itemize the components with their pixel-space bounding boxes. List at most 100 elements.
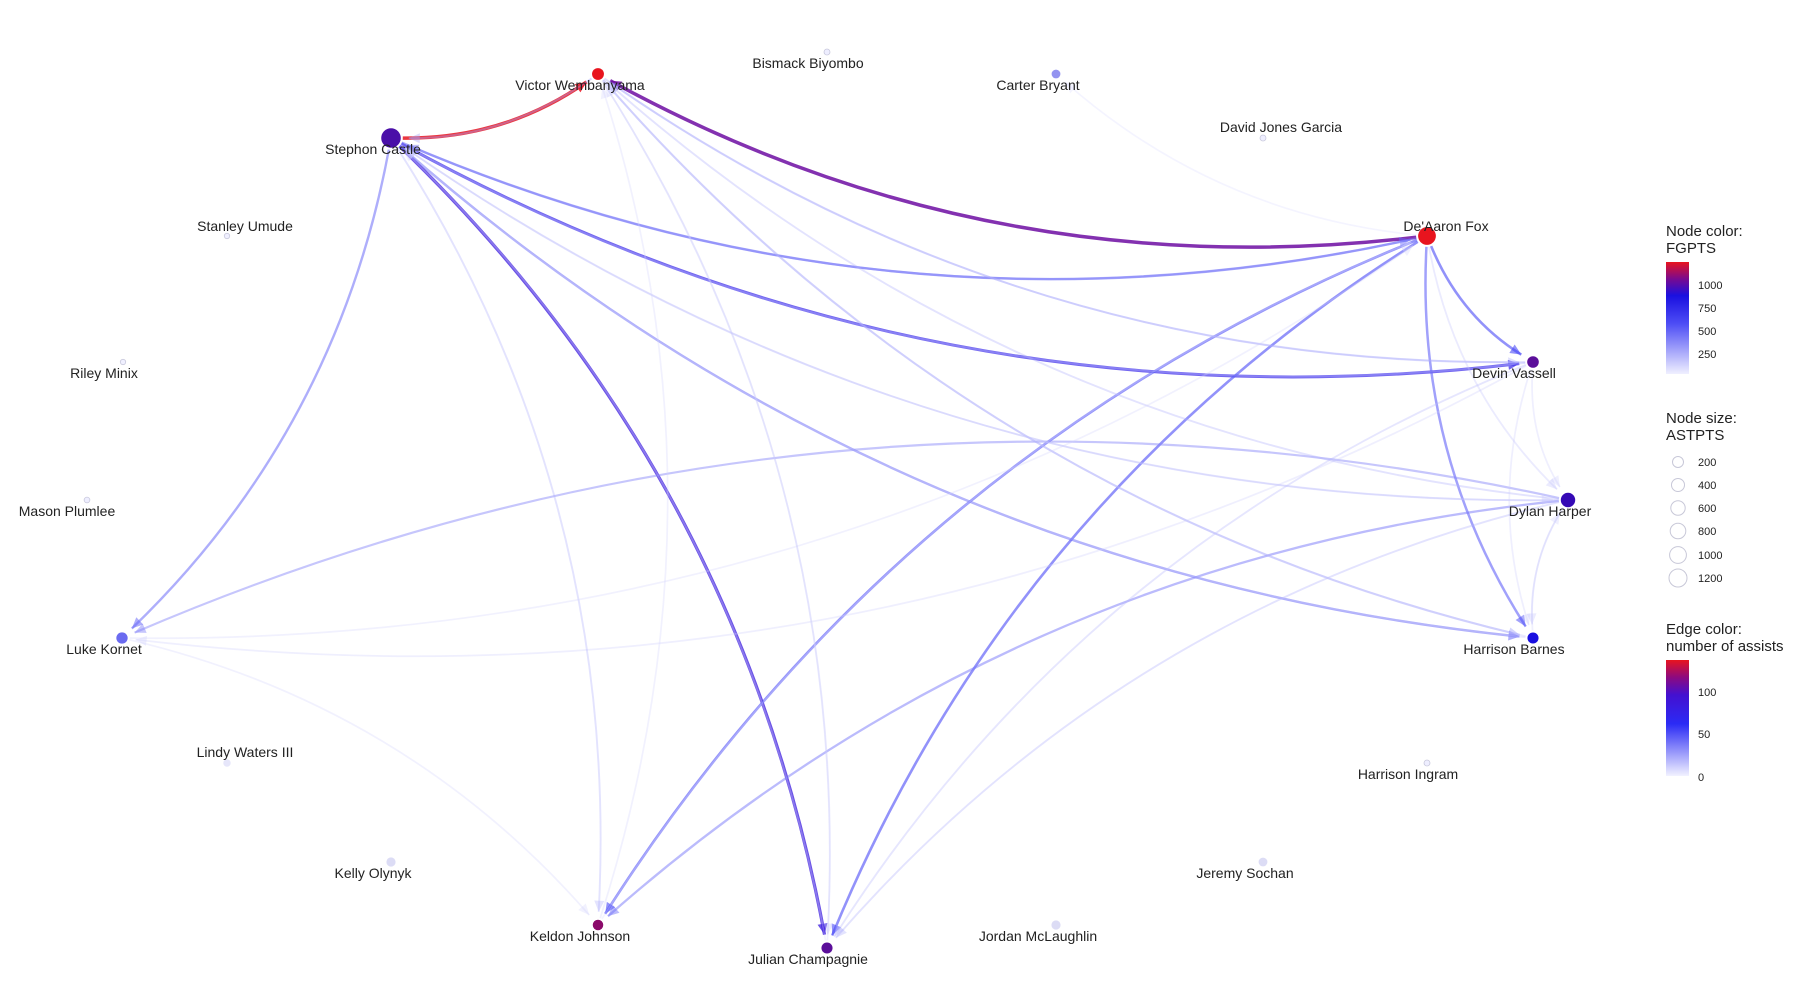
- legend-node-color-title-2: FGPTS: [1666, 240, 1716, 257]
- player-label-harper: Dylan Harper: [1509, 503, 1592, 519]
- player-label-ingram: Harrison Ingram: [1358, 766, 1458, 782]
- assist-edge-castle-to-wemby: [402, 80, 588, 140]
- assist-edge-arrowhead: [1541, 495, 1553, 506]
- assist-edge-fox-to-castle: [406, 143, 1417, 281]
- legend-node-size: Node size: ASTPTS 200 400 600 800 1000 1…: [1666, 410, 1737, 588]
- assist-edge-arrowhead: [1398, 237, 1411, 247]
- assist-edge-arrowhead: [1526, 613, 1537, 625]
- assist-edge-line: [601, 80, 831, 935]
- assist-edge-fox-to-johnson: [604, 238, 1418, 915]
- player-node-johnson: [592, 919, 604, 931]
- legend-size-circle: [1669, 522, 1687, 540]
- player-label-barnes: Harrison Barnes: [1463, 641, 1564, 657]
- assist-edge-arrowhead: [407, 144, 420, 154]
- assist-edge-arrowhead: [1065, 82, 1077, 94]
- assist-edge-arrowhead: [1401, 245, 1414, 257]
- assist-edge-arrowhead: [607, 84, 619, 97]
- assist-edge-line: [408, 77, 593, 140]
- legend-node-color: Node color: FGPTS 1000 750 500 250: [1666, 223, 1743, 374]
- legend-size-circle: [1670, 500, 1686, 516]
- assist-edge-line: [398, 145, 827, 935]
- player-label-bryant: Carter Bryant: [996, 77, 1079, 93]
- assist-edge-line: [405, 147, 1559, 502]
- legend-edge-color: Edge color: number of assists 100 50 0: [1666, 621, 1784, 784]
- legend-node-size-tick: 200: [1698, 457, 1716, 469]
- player-node-waters: [223, 759, 231, 767]
- assist-edge-harper-to-wemby: [607, 82, 1559, 500]
- player-label-mclaughlin: Jordan McLaughlin: [979, 928, 1097, 944]
- player-node-champagnie: [821, 942, 833, 954]
- assist-edge-line: [604, 238, 1418, 915]
- legend-node-color-tick: 1000: [1698, 280, 1722, 292]
- assist-edge-wemby-to-vassell: [603, 77, 1520, 368]
- player-node-biyombo: [823, 48, 831, 56]
- assist-edge-vassell-to-kornet: [135, 365, 1527, 658]
- assist-edge-castle-to-kornet: [131, 149, 391, 630]
- assist-edge-fox-to-barnes: [1424, 246, 1527, 628]
- assist-edge-vassell-to-castle: [406, 145, 1526, 378]
- assist-edge-barnes-to-castle: [403, 149, 1526, 639]
- assist-edge-champagnie-to-castle: [403, 149, 827, 941]
- player-label-plumlee: Mason Plumlee: [19, 503, 116, 519]
- player-label-minix: Riley Minix: [70, 365, 138, 381]
- assist-edge-line: [602, 79, 1521, 636]
- legend-node-size-title-2: ASTPTS: [1666, 427, 1724, 444]
- player-node-umude: [223, 232, 231, 240]
- assist-edge-arrowhead: [823, 923, 834, 935]
- assist-edge-harper-to-champagnie: [835, 501, 1560, 939]
- player-node-harper: [1560, 492, 1576, 508]
- player-node-olynyk: [386, 857, 396, 867]
- assist-edge-line: [609, 79, 1417, 249]
- player-node-plumlee: [83, 496, 91, 504]
- assist-edge-line: [1530, 507, 1564, 625]
- assist-edge-arrowhead: [403, 150, 416, 162]
- assist-edge-harper-to-johnson: [607, 499, 1559, 918]
- player-node-vassell: [1527, 356, 1539, 368]
- assist-edge-barnes-to-harper: [1531, 512, 1561, 631]
- player-label-wemby: Victor Wembanyama: [515, 77, 645, 93]
- assist-edge-line: [606, 83, 1526, 638]
- assist-edge-line: [830, 240, 1419, 936]
- legend-node-size-title-1: Node size:: [1666, 410, 1737, 427]
- assist-edge-line: [131, 149, 391, 630]
- legend-node-color-tick: 750: [1698, 303, 1716, 315]
- player-label-vassell: Devin Vassell: [1472, 365, 1556, 381]
- player-label-kornet: Luke Kornet: [66, 641, 142, 657]
- assist-edge-line: [599, 87, 669, 919]
- player-label-castle: Stephon Castle: [325, 141, 421, 157]
- assist-edge-harper-to-castle: [405, 147, 1559, 502]
- assist-edge-arrowhead: [605, 901, 616, 914]
- assist-edge-line: [406, 143, 1417, 281]
- player-node-barnes: [1527, 632, 1539, 644]
- player-label-umude: Stanley Umude: [197, 218, 293, 234]
- assist-edge-castle-to-johnson: [396, 147, 605, 912]
- assist-edge-line: [1064, 81, 1417, 236]
- assist-edge-arrowhead: [605, 85, 616, 98]
- assist-edge-harper-to-barnes: [1526, 507, 1564, 625]
- legend-size-circle: [1671, 478, 1685, 492]
- legend-node-color-title-1: Node color:: [1666, 223, 1743, 240]
- assist-edge-arrowhead: [817, 922, 828, 935]
- assist-edge-line: [406, 145, 1526, 378]
- assist-edge-arrowhead: [607, 905, 620, 917]
- legend-edge-color-title-2: number of assists: [1666, 638, 1784, 655]
- player-label-johnson: Keldon Johnson: [530, 928, 630, 944]
- assist-edge-line: [403, 149, 1526, 639]
- assist-edge-fox-to-bryant: [1064, 81, 1417, 236]
- assist-edge-castle-to-vassell: [400, 142, 1520, 379]
- assist-edge-castle-to-champagnie: [398, 145, 828, 935]
- assist-edge-wemby-to-barnes: [602, 79, 1521, 638]
- assist-edge-line: [401, 141, 1411, 281]
- player-node-wemby: [592, 68, 604, 80]
- assist-edge-kornet-to-fox: [129, 244, 1414, 640]
- assist-edge-arrowhead: [131, 617, 144, 629]
- assist-edge-arrowhead: [578, 903, 590, 916]
- assist-edge-barnes-to-wemby: [606, 83, 1526, 638]
- assist-edge-arrowhead: [135, 635, 148, 646]
- assist-edge-line: [607, 499, 1559, 918]
- assist-edge-vassell-to-wemby: [608, 81, 1526, 364]
- assist-edge-line: [1531, 512, 1561, 631]
- assist-edge-line: [604, 85, 831, 941]
- legend-node-size-tick: 1000: [1698, 550, 1722, 562]
- assist-edge-arrowhead: [406, 146, 419, 157]
